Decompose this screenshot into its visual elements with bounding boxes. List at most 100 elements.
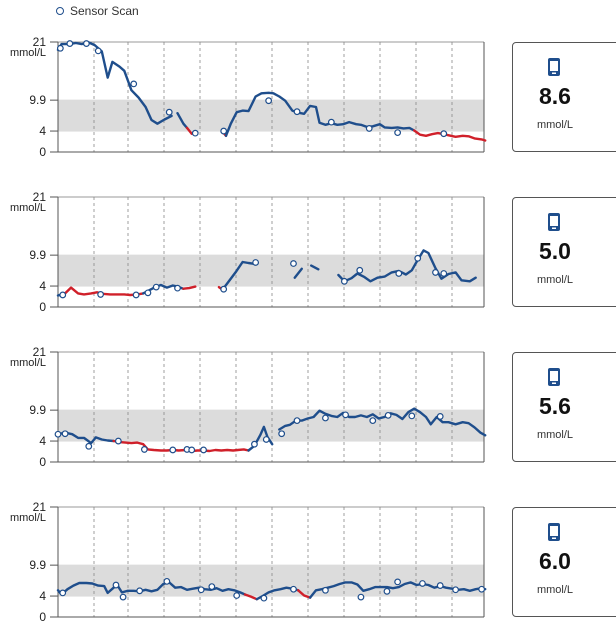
phone-icon	[548, 213, 560, 231]
scan-marker	[119, 593, 127, 601]
y-tick-label: 9.9	[29, 558, 46, 572]
scan-marker	[436, 582, 444, 589]
scan-marker	[414, 254, 422, 262]
scan-marker	[265, 97, 273, 105]
y-unit-label: mmol/L	[10, 47, 46, 59]
scan-marker	[384, 411, 392, 419]
y-tick-label: 21	[33, 35, 47, 49]
target-range-band	[58, 409, 484, 442]
y-tick-label: 0	[39, 455, 46, 469]
scan-marker	[165, 108, 173, 116]
scan-marker	[61, 430, 69, 438]
y-tick-label: 9.9	[29, 93, 46, 107]
scan-marker	[208, 583, 216, 591]
reading-value: 5.0	[539, 238, 571, 264]
y-tick-label: 0	[39, 610, 46, 624]
reading-unit: mmol/L	[536, 429, 574, 441]
reading-card-3: 5.6 mmol/L	[512, 352, 616, 462]
low-glucose-line	[297, 589, 312, 599]
chart-legend: Sensor Scan	[56, 3, 139, 19]
scan-marker	[432, 269, 439, 276]
glucose-line	[310, 264, 320, 271]
scan-marker	[436, 413, 444, 420]
scan-marker	[293, 417, 301, 425]
scan-marker	[262, 436, 270, 443]
scan-marker	[191, 129, 199, 137]
low-glucose-line	[185, 126, 193, 135]
scan-marker	[114, 437, 122, 445]
scan-marker	[340, 277, 348, 285]
scan-marker	[293, 108, 301, 116]
glucose-line	[56, 41, 173, 125]
scan-marker-legend-icon	[56, 7, 64, 15]
scan-marker	[82, 40, 90, 47]
scan-marker	[197, 586, 205, 594]
phone-icon	[548, 58, 560, 76]
scan-marker	[260, 594, 268, 602]
scan-marker	[132, 291, 140, 299]
scan-marker	[140, 446, 148, 453]
scan-marker	[233, 592, 241, 599]
low-glucose-line	[63, 286, 145, 297]
phone-icon	[548, 368, 560, 386]
scan-marker	[220, 285, 228, 293]
reading-value: 8.6	[539, 83, 571, 109]
y-tick-label: 9.9	[29, 403, 46, 417]
reading-card-2: 5.0 mmol/L	[512, 197, 616, 307]
scan-marker	[59, 589, 67, 597]
scan-marker	[54, 430, 62, 438]
scan-marker	[94, 47, 102, 55]
scan-marker	[395, 270, 403, 277]
scan-marker	[394, 578, 402, 586]
phone-icon	[548, 523, 560, 541]
scan-marker	[144, 289, 152, 297]
scan-marker	[66, 40, 74, 47]
low-glucose-line	[243, 593, 258, 601]
y-tick-label: 0	[39, 300, 46, 314]
scan-marker	[394, 129, 402, 137]
scan-marker	[356, 266, 364, 274]
scan-marker	[169, 446, 177, 454]
y-tick-label: 4	[39, 589, 46, 603]
glucose-line	[337, 249, 477, 283]
scan-marker	[85, 442, 93, 450]
scan-marker	[365, 125, 373, 132]
scan-marker	[97, 291, 104, 298]
scan-marker	[327, 118, 335, 126]
scan-marker	[452, 586, 460, 594]
scan-marker	[56, 44, 64, 52]
scan-marker	[440, 270, 448, 277]
scan-marker	[220, 127, 228, 135]
scan-marker	[478, 585, 486, 593]
scan-marker	[419, 580, 426, 587]
scan-marker	[342, 411, 349, 419]
low-glucose-line	[112, 439, 250, 453]
reading-unit: mmol/L	[536, 119, 574, 131]
scan-marker	[163, 577, 171, 585]
y-tick-label: 21	[33, 190, 47, 204]
low-glucose-line	[182, 285, 197, 290]
y-tick-label: 4	[39, 279, 46, 293]
glucose-line	[176, 111, 189, 130]
scan-marker	[188, 446, 196, 454]
y-tick-label: 9.9	[29, 248, 46, 262]
y-tick-label: 21	[33, 345, 47, 359]
scan-marker	[322, 414, 329, 422]
y-tick-label: 21	[33, 500, 47, 514]
scan-marker	[383, 587, 391, 595]
scan-marker	[290, 585, 297, 593]
scan-marker	[251, 440, 258, 448]
scan-marker	[59, 291, 67, 299]
scan-marker	[152, 283, 160, 291]
reading-card-1: 8.6 mmol/L	[512, 42, 616, 152]
scan-marker	[130, 80, 138, 88]
legend-label: Sensor Scan	[70, 4, 139, 18]
scan-marker	[369, 417, 377, 425]
scan-marker	[200, 446, 207, 454]
y-unit-label: mmol/L	[10, 202, 46, 214]
glucose-line	[278, 407, 487, 437]
scan-marker	[252, 259, 260, 266]
target-range-band	[58, 99, 484, 132]
scan-marker	[174, 284, 181, 292]
